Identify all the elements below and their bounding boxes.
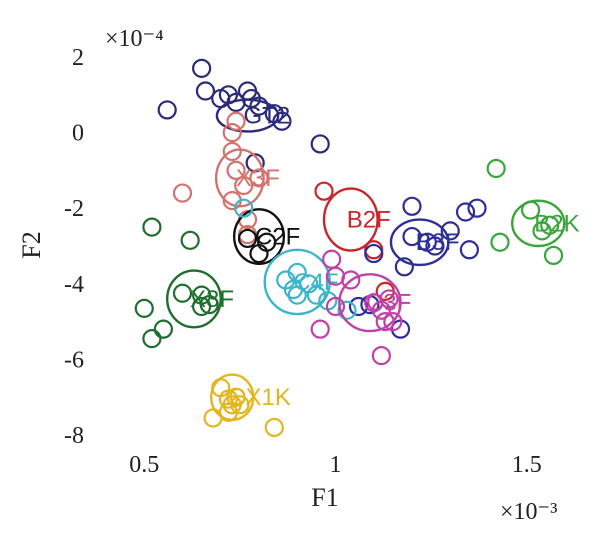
data-point	[490, 232, 510, 252]
x-tick-label: 1.5	[512, 452, 542, 478]
data-point	[192, 58, 212, 78]
data-point	[180, 230, 200, 250]
group-ellipse	[215, 98, 280, 133]
data-point	[310, 134, 330, 154]
group-label: C2F	[255, 224, 300, 251]
data-point	[218, 389, 238, 409]
group-label: B2F	[347, 207, 391, 234]
data-point	[402, 196, 422, 216]
data-point	[383, 312, 403, 332]
data-point	[199, 294, 219, 315]
data-point	[249, 243, 269, 264]
data-point	[337, 300, 357, 320]
series-group: X3F	[134, 217, 234, 349]
group-label: CX1K	[228, 384, 291, 411]
group-label: C4F	[293, 269, 338, 296]
plot-marks: GT2 X3F C2F B2F B3F C4F C3F B2K X3F CX1K	[134, 58, 580, 438]
axis-ticks: 0.5 1 1.5 2 0 -2 -4 -6 -8	[64, 45, 542, 478]
data-point	[172, 183, 193, 203]
data-point	[341, 270, 361, 290]
data-point	[222, 123, 242, 143]
series-group: X3F	[172, 111, 280, 245]
y-exponent-label: ×10⁻⁴	[105, 26, 164, 52]
data-point	[222, 141, 242, 162]
data-point	[314, 181, 334, 201]
data-point	[157, 100, 177, 120]
data-point	[203, 408, 223, 428]
data-point	[325, 296, 346, 317]
data-point	[379, 289, 399, 309]
data-point	[192, 296, 212, 317]
data-point	[287, 285, 307, 305]
group-label: GT2	[244, 103, 291, 130]
x-axis-label: F1	[311, 483, 338, 512]
series-group: CX1K	[203, 373, 291, 438]
data-point	[237, 228, 258, 249]
data-point	[532, 221, 552, 241]
data-point	[172, 283, 193, 303]
group-ellipse	[214, 148, 265, 208]
data-point	[394, 257, 414, 277]
y-tick-label: -2	[64, 196, 84, 222]
y-tick-label: -8	[64, 423, 84, 449]
data-point	[142, 217, 162, 237]
series-group: C3F	[310, 249, 411, 366]
series-group: GT2	[157, 58, 330, 173]
group-ellipse	[166, 269, 222, 329]
y-tick-label: -4	[64, 272, 84, 298]
data-point	[230, 395, 250, 415]
data-point	[226, 160, 246, 180]
data-point	[134, 298, 154, 318]
group-ellipse	[232, 208, 286, 265]
data-point	[425, 236, 445, 256]
data-point	[249, 96, 269, 116]
data-point	[195, 81, 216, 101]
data-point	[310, 319, 330, 339]
data-point	[543, 245, 564, 266]
data-point	[486, 158, 506, 179]
data-point	[322, 249, 342, 269]
data-point	[226, 111, 246, 131]
group-label: X3F	[236, 165, 280, 192]
x-tick-label: 0.5	[129, 452, 159, 478]
data-point	[142, 329, 162, 349]
y-tick-label: 2	[72, 45, 84, 71]
series-group: B2K	[486, 158, 580, 266]
data-point	[264, 417, 284, 438]
group-ellipse	[338, 273, 402, 333]
x-exponent-label: ×10⁻³	[500, 499, 557, 525]
data-point	[364, 243, 384, 264]
series-group: C2F	[232, 208, 300, 265]
data-point	[455, 202, 476, 222]
data-point	[371, 346, 391, 366]
y-axis-label: F2	[17, 231, 46, 258]
group-ellipse	[209, 373, 255, 422]
group-ellipse	[511, 199, 566, 248]
data-point	[153, 319, 173, 339]
data-point	[272, 111, 292, 131]
group-label: C3F	[366, 290, 411, 317]
group-ellipse	[322, 187, 379, 252]
group-label: B2K	[534, 210, 579, 237]
data-point	[234, 198, 254, 218]
data-point	[459, 240, 479, 260]
data-point	[306, 285, 326, 305]
data-point	[467, 198, 487, 218]
group-ellipse	[389, 218, 450, 267]
y-tick-label: 0	[72, 121, 84, 147]
group-label: X3F	[190, 286, 234, 313]
x-tick-label: 1	[330, 452, 342, 478]
data-point	[234, 175, 254, 196]
data-point	[249, 168, 269, 188]
y-tick-label: -6	[64, 347, 84, 373]
data-point	[440, 221, 460, 241]
group-label: B3F	[416, 229, 460, 256]
